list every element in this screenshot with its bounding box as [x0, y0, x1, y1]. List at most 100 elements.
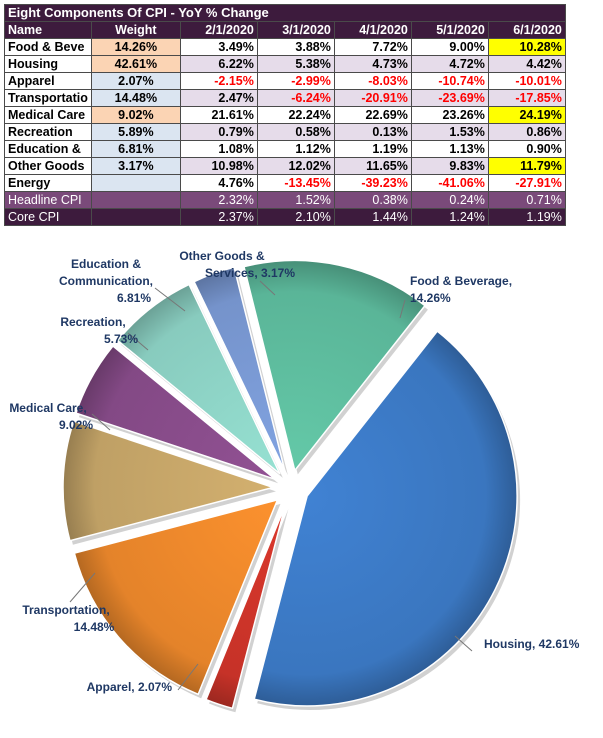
component-name: Housing [4, 55, 92, 73]
yoy-value: 6.22% [179, 55, 258, 73]
table-row: Recreation 5.89% 0.79% 0.58% 0.13% 1.53% 0.86% [4, 123, 566, 141]
yoy-value: -17.85% [487, 89, 566, 107]
table-row: Apparel 2.07% -2.15% -2.99% -8.03% -10.74% -10… [4, 72, 566, 90]
pie-data-label-line: Other Goods & [179, 249, 265, 263]
pie-data-label-line: Medical Care, [9, 401, 86, 415]
column-header: 4/1/2020 [333, 21, 412, 39]
summary-weight [90, 208, 181, 226]
summary-value: 2.32% [179, 191, 258, 209]
pie-data-label-line: Apparel, 2.07% [87, 680, 173, 694]
pie-slice-other-goods-services [193, 266, 286, 472]
yoy-value: 11.79% [487, 157, 566, 175]
yoy-value: 2.47% [179, 89, 258, 107]
yoy-value: 4.42% [487, 55, 566, 73]
table-title: Eight Components Of CPI - YoY % Change [4, 4, 566, 22]
yoy-value: 5.38% [256, 55, 335, 73]
pie-data-label-line: Transportation, [22, 603, 109, 617]
component-name: Energy [4, 174, 92, 192]
table-title-row: Eight Components Of CPI - YoY % Change [4, 4, 566, 22]
yoy-value: 21.61% [179, 106, 258, 124]
yoy-value: 0.79% [179, 123, 258, 141]
yoy-value: 7.72% [333, 38, 412, 56]
yoy-value: 9.83% [410, 157, 489, 175]
summary-name: Headline CPI [4, 191, 92, 209]
column-header: Name [4, 21, 92, 39]
pie-data-label-line: 5.73% [104, 332, 138, 346]
yoy-value: -2.99% [256, 72, 335, 90]
component-weight: 6.81% [90, 140, 181, 158]
yoy-value: -41.06% [410, 174, 489, 192]
pie-data-label-line: Communication, [59, 274, 153, 288]
leader-line [259, 280, 276, 296]
summary-value: 0.24% [410, 191, 489, 209]
yoy-value: 22.69% [333, 106, 412, 124]
component-name: Education & [4, 140, 92, 158]
summary-value: 2.37% [179, 208, 258, 226]
yoy-value: 1.08% [179, 140, 258, 158]
pie-data-label: Housing, 42.61% [484, 637, 580, 651]
yoy-value: 12.02% [256, 157, 335, 175]
component-weight [90, 174, 181, 192]
component-weight: 5.89% [90, 123, 181, 141]
column-header: Weight [90, 21, 181, 39]
pie-data-label: Transportation, 14.48% [22, 603, 114, 634]
summary-name: Core CPI [4, 208, 92, 226]
summary-value: 0.38% [333, 191, 412, 209]
yoy-value: 22.24% [256, 106, 335, 124]
yoy-value: 4.72% [410, 55, 489, 73]
table-row: Medical Care 9.02% 21.61% 22.24% 22.69% 23.26… [4, 106, 566, 124]
yoy-value: -2.15% [179, 72, 258, 90]
pie-data-label: Medical Care, 9.02% [9, 401, 93, 432]
yoy-value: -23.69% [410, 89, 489, 107]
summary-value: 1.52% [256, 191, 335, 209]
pie-data-label-line: Services, 3.17% [205, 266, 295, 280]
component-weight: 2.07% [90, 72, 181, 90]
pie-data-labels: Food & Beverage, 14.26% Housing, 42.61% App… [9, 249, 579, 694]
component-name: Medical Care [4, 106, 92, 124]
component-name: Recreation [4, 123, 92, 141]
yoy-value: -6.24% [256, 89, 335, 107]
component-name: Apparel [4, 72, 92, 90]
pie-data-label: Food & Beverage, 14.26% [410, 274, 512, 305]
component-name: Transportatio [4, 89, 92, 107]
pie-data-label-line: 9.02% [59, 418, 93, 432]
column-header: 6/1/2020 [487, 21, 566, 39]
pie-slice-food-beverage [243, 259, 427, 473]
component-weight: 42.61% [90, 55, 181, 73]
pie-slice-recreation [75, 344, 276, 481]
table-row: Food & Beve 14.26% 3.49% 3.88% 7.72% 9.00% 10.… [4, 38, 566, 56]
yoy-value: -27.91% [487, 174, 566, 192]
core-cpi-row: Core CPI 2.37% 2.10% 1.44% 1.24% 1.19% [4, 208, 566, 226]
yoy-value: -10.74% [410, 72, 489, 90]
yoy-value: 1.13% [410, 140, 489, 158]
headline-cpi-row: Headline CPI 2.32% 1.52% 0.38% 0.24% 0.71% [4, 191, 566, 209]
yoy-value: 0.86% [487, 123, 566, 141]
table-row: Other Goods 3.17% 10.98% 12.02% 11.65% 9.83% 1… [4, 157, 566, 175]
component-name: Other Goods [4, 157, 92, 175]
summary-value: 1.24% [410, 208, 489, 226]
table-row: Transportatio 14.48% 2.47% -6.24% -20.91% -23… [4, 89, 566, 107]
yoy-value: -10.01% [487, 72, 566, 90]
leader-line [454, 635, 473, 652]
pie-slice-medical-care [62, 420, 276, 542]
pie-slice-education-communication [116, 283, 281, 475]
yoy-value: 4.73% [333, 55, 412, 73]
yoy-value: 3.88% [256, 38, 335, 56]
table-row: Energy 4.76% -13.45% -39.23% -41.06% -27.91% [4, 174, 566, 192]
yoy-value: 0.58% [256, 123, 335, 141]
yoy-value: 11.65% [333, 157, 412, 175]
pie-data-label: Recreation, 5.73% [60, 315, 138, 346]
summary-weight [90, 191, 181, 209]
yoy-value: 1.19% [333, 140, 412, 158]
pie-slice-transportation [73, 498, 279, 696]
table-header-row: Name Weight 2/1/2020 3/1/2020 4/1/2020 5/1/20… [4, 21, 566, 39]
pie-data-label: Education & Communication, 6.81% [59, 257, 153, 305]
leader-line [69, 572, 96, 603]
column-header: 2/1/2020 [179, 21, 258, 39]
leader-line [399, 299, 406, 319]
leader-line [177, 663, 199, 691]
yoy-value: -39.23% [333, 174, 412, 192]
pie-data-label-line: Housing, 42.61% [484, 637, 580, 651]
summary-value: 2.10% [256, 208, 335, 226]
leader-line [91, 413, 111, 431]
